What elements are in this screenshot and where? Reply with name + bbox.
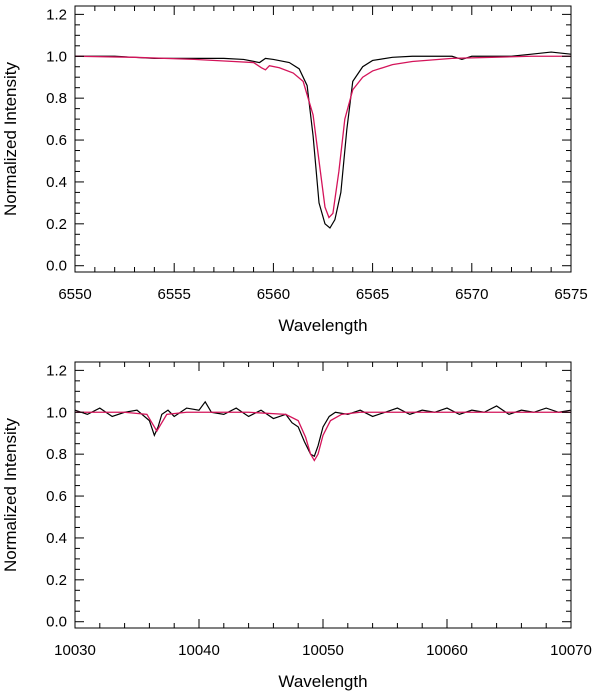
y-axis-label: Normalized Intensity — [1, 62, 20, 217]
y-tick-label: 1.2 — [46, 362, 67, 379]
y-axis-label: Normalized Intensity — [1, 418, 20, 573]
y-tick-label: 0.4 — [46, 174, 67, 191]
y-tick-label: 0.6 — [46, 132, 67, 149]
x-tick-label: 10070 — [550, 642, 592, 659]
chart-paschen-line: 10030 10040 10050 10060 10070 0.0 0.2 0.4 0.6 0.8… — [1, 361, 592, 691]
x-axis-label: Wavelength — [278, 672, 367, 691]
x-axis-label: Wavelength — [278, 316, 367, 335]
y-tick-label: 0.6 — [46, 488, 67, 505]
x-tick-label: 10040 — [178, 642, 220, 659]
x-tick-label: 10050 — [302, 642, 344, 659]
y-tick-label: 1.0 — [46, 48, 67, 65]
plot-frame — [74, 5, 572, 273]
observed-spectrum-line — [75, 400, 571, 458]
x-tick-label: 6575 — [554, 286, 587, 303]
x-tick-label: 10030 — [54, 642, 96, 659]
y-tick-label: 0.8 — [46, 446, 67, 463]
x-tick-label: 6555 — [158, 286, 191, 303]
x-tick-label: 10060 — [426, 642, 468, 659]
x-tick-label: 6550 — [58, 286, 91, 303]
y-tick-label: 0.4 — [46, 530, 67, 547]
chart-h-alpha-line: 6550 6555 6560 6565 6570 6575 0.0 0.2 0.4 0.6 0.8 1… — [1, 5, 588, 335]
y-tick-label: 0.0 — [46, 614, 67, 631]
plot-frame — [74, 361, 572, 629]
observed-spectrum-line — [75, 51, 571, 229]
y-tick-label: 0.2 — [46, 216, 67, 233]
y-tick-label: 0.2 — [46, 572, 67, 589]
y-tick-label: 1.0 — [46, 404, 67, 421]
y-tick-label: 0.8 — [46, 90, 67, 107]
model-spectrum-line — [75, 411, 571, 462]
y-tick-label: 1.2 — [46, 6, 67, 23]
x-tick-label: 6560 — [257, 286, 290, 303]
y-tick-label: 0.0 — [46, 258, 67, 275]
x-tick-label: 6565 — [356, 286, 389, 303]
x-tick-label: 6570 — [455, 286, 488, 303]
model-spectrum-line — [75, 55, 571, 219]
